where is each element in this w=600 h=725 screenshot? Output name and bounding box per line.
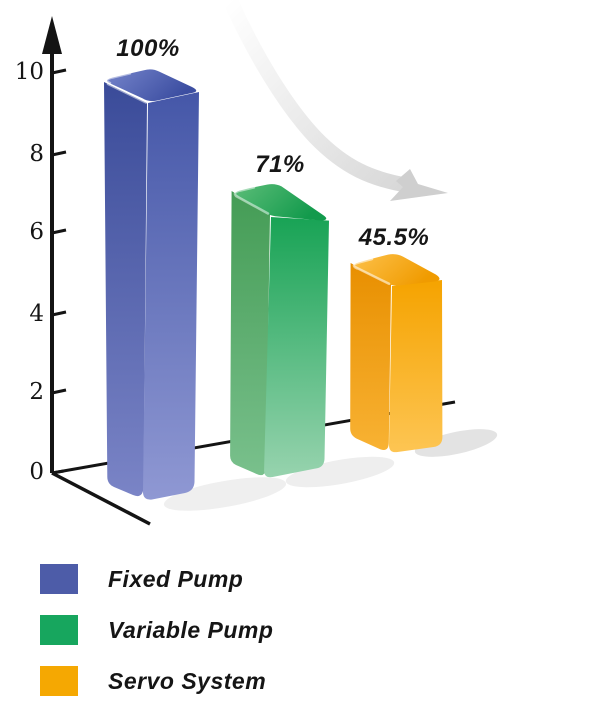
y-tick-2: 2 <box>29 379 44 405</box>
bar-shadows <box>163 429 498 511</box>
value-label-servo-system: 45.5% <box>358 224 430 251</box>
legend-item-servo-system: Servo System <box>40 666 266 696</box>
bar-servo-system <box>350 254 443 453</box>
legend-label-fixed-pump: Fixed Pump <box>108 565 244 592</box>
value-label-variable-pump: 71% <box>255 151 305 178</box>
legend-label-variable-pump: Variable Pump <box>108 616 274 643</box>
legend-item-fixed-pump: Fixed Pump <box>40 564 243 594</box>
y-tick-10: 10 <box>14 59 44 85</box>
y-axis <box>42 16 67 475</box>
legend-swatch-servo-system <box>40 666 78 696</box>
legend-swatch-variable-pump <box>40 615 78 645</box>
value-label-fixed-pump: 100% <box>116 35 180 62</box>
bar-chart-figure <box>42 0 498 526</box>
y-tick-4: 4 <box>29 301 44 327</box>
legend-swatch-fixed-pump <box>40 564 78 594</box>
bar-variable-pump <box>230 184 329 478</box>
y-tick-6: 6 <box>29 219 44 245</box>
legend-item-variable-pump: Variable Pump <box>40 615 273 645</box>
y-axis-arrowhead-icon <box>42 16 62 54</box>
legend-label-servo-system: Servo System <box>108 667 267 694</box>
floor-front-edge <box>51 471 151 526</box>
y-tick-8: 8 <box>29 141 44 167</box>
bar-fixed-pump <box>104 69 199 500</box>
y-axis-ticks <box>51 68 67 475</box>
trend-down-arrow-icon <box>223 0 448 201</box>
y-tick-0: 0 <box>29 459 44 485</box>
